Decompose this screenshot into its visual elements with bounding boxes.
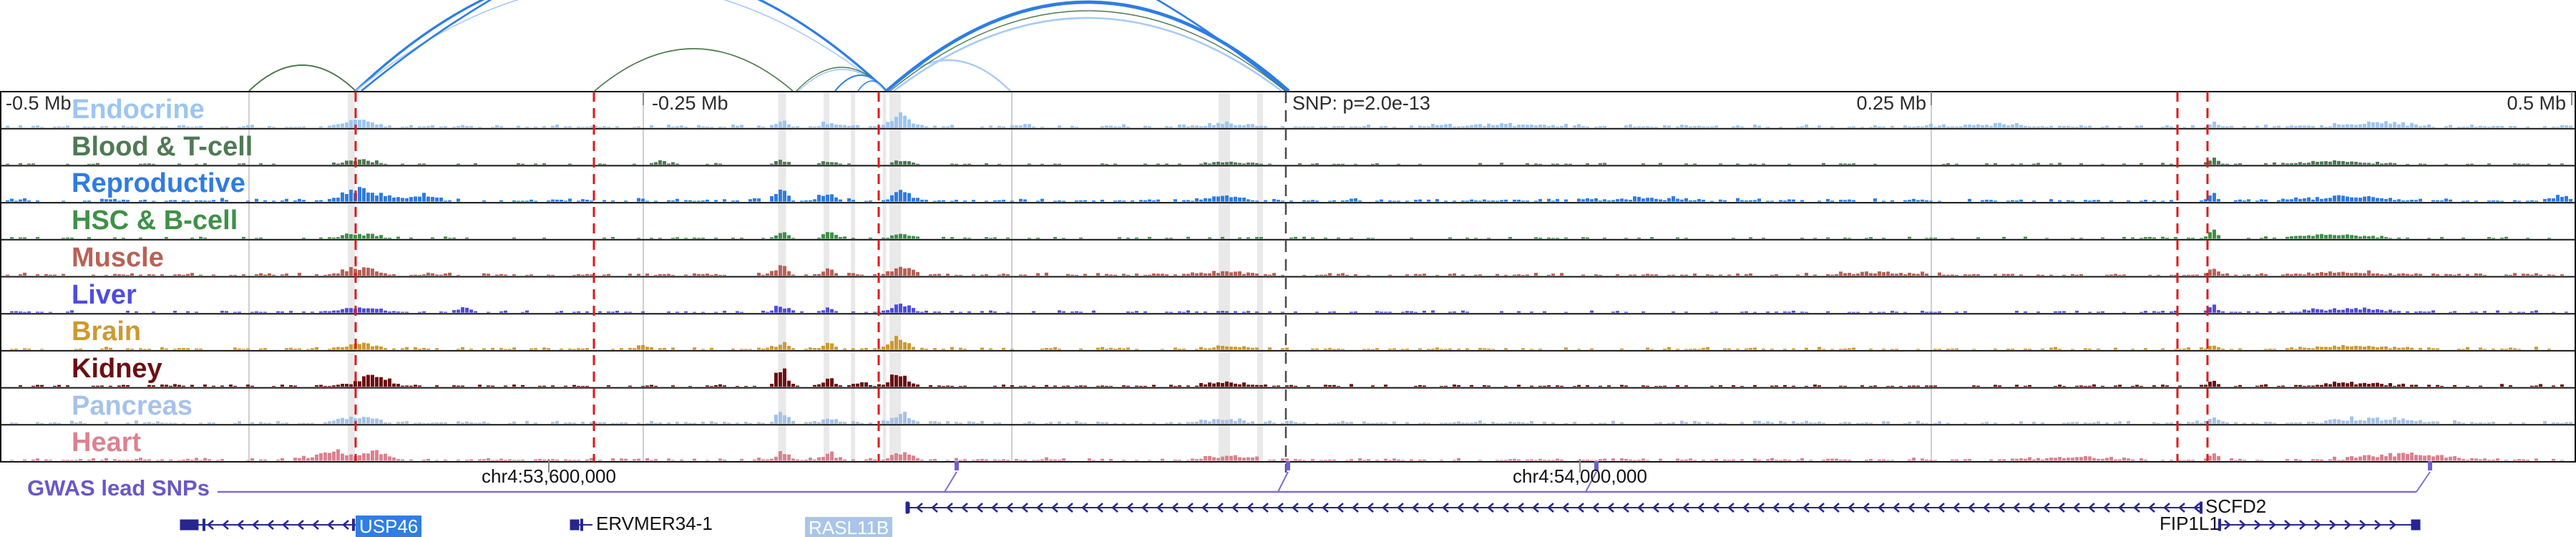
track-label-pancreas: Pancreas <box>72 390 193 421</box>
gene-label-rasl11b[interactable]: RASL11B <box>805 517 893 537</box>
gwas-snp-connector <box>1277 471 1289 493</box>
track-label-endocrine: Endocrine <box>72 95 205 125</box>
signal-track-pancreas <box>10 412 2572 424</box>
signal-track-heart <box>10 449 2564 461</box>
gene-model-fip1l1[interactable] <box>2218 518 2421 531</box>
chr-coordinate-label: chr4:54,000,000 <box>1513 465 1647 487</box>
interaction-arc <box>893 16 1282 92</box>
gwas-snp-connector <box>1585 471 1597 493</box>
signal-track-blood-t-cell <box>6 158 2564 165</box>
signal-track-brain <box>10 336 2551 350</box>
interaction-arc <box>857 80 887 92</box>
gwas-snp-marker[interactable] <box>1594 461 1599 470</box>
track-label-liver: Liver <box>72 279 137 310</box>
track-label-reproductive: Reproductive <box>72 168 245 199</box>
gene-model-ervmer34-1[interactable] <box>570 518 592 531</box>
track-label-brain: Brain <box>72 316 142 347</box>
gene-model-scfd2[interactable] <box>905 501 2202 514</box>
gene-model-usp46[interactable] <box>180 518 356 531</box>
interaction-arc <box>889 10 1286 92</box>
ruler-label-left: -0.5 Mb <box>6 92 72 114</box>
interaction-arc <box>361 0 1287 92</box>
gene-label-usp46[interactable]: USP46 <box>356 516 422 537</box>
interaction-arc <box>354 0 888 92</box>
ruler-label-snp: SNP: p=2.0e-13 <box>1292 92 1430 114</box>
interaction-arc <box>594 48 794 92</box>
gwas-snp-marker[interactable] <box>2428 461 2432 470</box>
signal-track-liver <box>10 304 2568 313</box>
signal-track-hsc-b-cell <box>10 229 2551 239</box>
gwas-snp-connector <box>944 471 957 493</box>
ruler-label-right: 0.5 Mb <box>2507 92 2566 114</box>
gene-label-fip1l1[interactable]: FIP1L1 <box>2160 513 2220 534</box>
signal-track-endocrine <box>6 112 2572 128</box>
track-label-blood-t-cell: Blood & T-cell <box>72 131 253 162</box>
gwas-snp-marker[interactable] <box>1286 461 1290 470</box>
track-label-muscle: Muscle <box>72 242 164 273</box>
signal-track-muscle <box>6 265 2564 276</box>
interaction-arc <box>798 69 887 92</box>
gwas-snp-marker[interactable] <box>955 461 959 470</box>
ruler-label-q3: 0.25 Mb <box>1856 92 1926 114</box>
signal-track-kidney <box>19 368 2564 387</box>
gene-label-scfd2[interactable]: SCFD2 <box>2205 495 2267 517</box>
track-label-hsc-b-cell: HSC & B-cell <box>72 205 238 236</box>
gwas-lead-snps-label: GWAS lead SNPs <box>27 475 210 500</box>
interaction-arc <box>885 0 1290 92</box>
gene-label-ervmer34-1[interactable]: ERVMER34-1 <box>596 513 713 534</box>
interaction-arc <box>355 0 887 92</box>
chr-coordinate-label: chr4:53,600,000 <box>482 465 616 487</box>
interaction-arc <box>248 64 356 92</box>
ruler-label-q1: -0.25 Mb <box>652 92 728 114</box>
signal-track-reproductive <box>6 187 2572 202</box>
track-label-heart: Heart <box>72 427 142 458</box>
track-label-kidney: Kidney <box>72 353 162 384</box>
gwas-snp-connector <box>2416 471 2431 493</box>
